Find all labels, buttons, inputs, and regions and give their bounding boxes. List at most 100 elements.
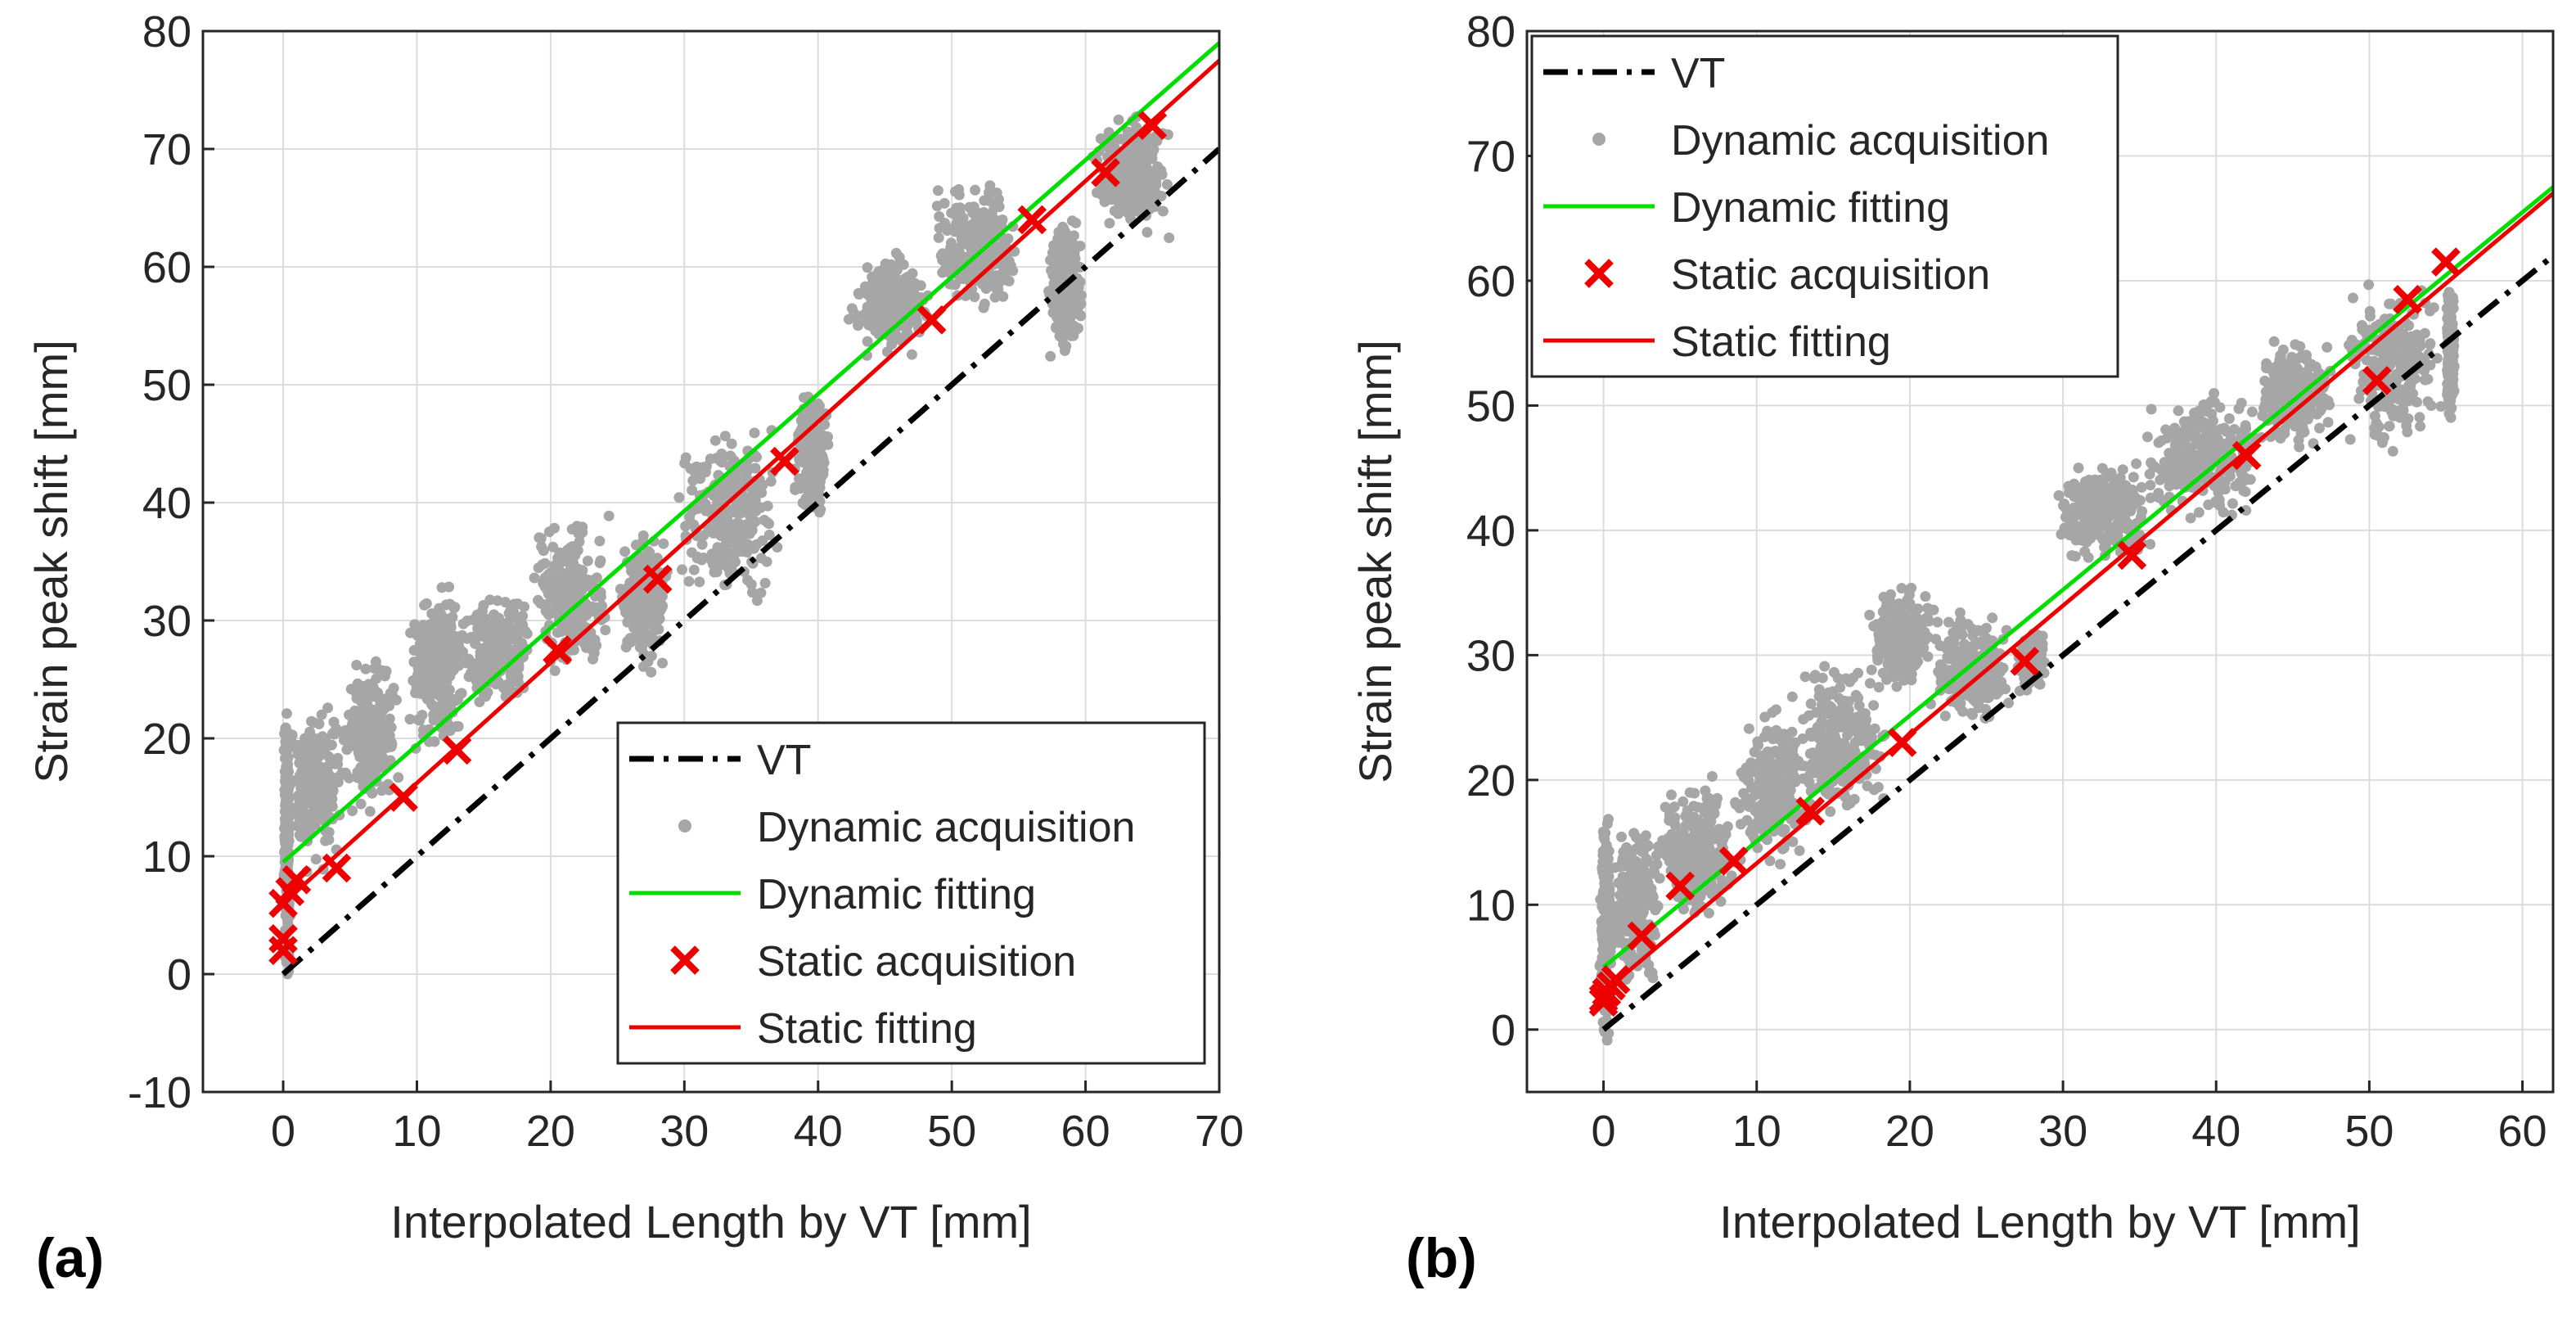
dynamic-acquisition-point [304,727,315,738]
dynamic-acquisition-point [1646,899,1656,909]
dynamic-acquisition-point [883,272,894,282]
dynamic-acquisition-point [884,314,894,325]
dynamic-acquisition-point [757,535,768,546]
dynamic-acquisition-point [1853,668,1863,679]
dynamic-acquisition-point [638,530,649,541]
legend-label: Dynamic fitting [757,871,1036,918]
dynamic-acquisition-point [750,517,761,527]
dynamic-acquisition-point [311,854,322,864]
dynamic-acquisition-point [800,493,811,503]
dynamic-acquisition-point [1777,770,1788,781]
dynamic-acquisition-point [1928,605,1939,616]
dynamic-acquisition-point [750,427,760,438]
dynamic-acquisition-point [747,587,758,598]
dynamic-acquisition-point [1763,798,1774,809]
dynamic-acquisition-point [341,744,352,755]
dynamic-acquisition-point [1804,711,1814,721]
dynamic-acquisition-point [683,576,694,587]
dynamic-acquisition-point [422,694,433,705]
dynamic-acquisition-point [393,772,403,783]
dynamic-acquisition-point [816,442,826,453]
dynamic-acquisition-point [933,185,943,196]
dynamic-acquisition-point [869,323,880,333]
dynamic-acquisition-point [1811,725,1822,736]
dynamic-acquisition-point [1597,850,1608,860]
dynamic-acquisition-point [1750,747,1760,757]
x-tick-label: 0 [271,1107,295,1156]
dynamic-acquisition-point [1061,298,1071,309]
dynamic-acquisition-point [1114,115,1124,125]
dynamic-acquisition-point [1066,251,1077,262]
dynamic-acquisition-point [801,446,812,457]
dynamic-acquisition-point [1834,693,1844,704]
dynamic-acquisition-point [430,737,440,747]
y-axis-label: Strain peak shift [mm] [25,340,77,783]
dynamic-acquisition-point [301,785,312,796]
dynamic-acquisition-point [1795,846,1805,856]
dynamic-acquisition-point [367,706,378,717]
dynamic-acquisition-point [1061,241,1072,251]
dynamic-acquisition-point [282,759,293,769]
dynamic-acquisition-point [372,663,383,674]
dynamic-acquisition-point [1158,206,1169,217]
dynamic-acquisition-point [1647,972,1658,983]
dynamic-acquisition-point [428,663,439,674]
dynamic-acquisition-point [966,219,977,230]
dynamic-acquisition-point [365,806,376,817]
dynamic-acquisition-point [365,718,376,729]
dynamic-acquisition-point [1829,715,1840,725]
dynamic-acquisition-point [478,663,489,674]
dynamic-acquisition-point [1070,218,1081,228]
dynamic-acquisition-point [595,557,606,568]
dynamic-acquisition-point [1164,232,1174,243]
dynamic-acquisition-point [1134,192,1145,202]
dynamic-acquisition-point [1151,179,1161,190]
dynamic-acquisition-point [1703,810,1714,821]
dynamic-acquisition-point [1060,227,1070,237]
dynamic-acquisition-point [1806,763,1817,774]
dynamic-acquisition-point [385,691,396,702]
dynamic-acquisition-point [281,708,292,719]
dynamic-acquisition-point [646,667,656,678]
dynamic-acquisition-point [811,473,822,484]
dynamic-acquisition-point [870,270,880,281]
dynamic-acquisition-point [430,674,441,684]
dynamic-acquisition-point [1805,748,1816,759]
dynamic-acquisition-point [1844,724,1855,734]
dynamic-acquisition-point [1891,681,1902,692]
dynamic-acquisition-point [383,726,394,737]
dynamic-acquisition-point [1790,757,1800,768]
dynamic-acquisition-point [1744,724,1754,734]
dynamic-acquisition-point [320,836,331,846]
dynamic-acquisition-point [1045,351,1056,362]
dynamic-acquisition-point [306,797,317,808]
x-tick-label: 30 [660,1107,709,1156]
dynamic-acquisition-point [1744,801,1754,812]
dynamic-acquisition-point [1110,205,1120,216]
dynamic-acquisition-point [329,717,340,728]
dynamic-acquisition-point [1762,783,1772,794]
dynamic-acquisition-point [759,515,770,526]
dynamic-acquisition-point [681,453,691,463]
dynamic-acquisition-point [1750,789,1761,800]
dynamic-acquisition-point [1618,846,1628,857]
dynamic-acquisition-point [414,715,425,726]
dynamic-acquisition-point [615,584,626,594]
dynamic-acquisition-point [546,567,556,578]
dynamic-acquisition-point [1673,847,1684,858]
dynamic-acquisition-point [368,683,379,693]
y-tick-label: 20 [142,715,191,764]
dynamic-acquisition-point [813,489,824,499]
dynamic-acquisition-point [1700,857,1710,868]
dynamic-acquisition-point [714,455,725,466]
dynamic-acquisition-point [1849,794,1860,805]
dynamic-acquisition-point [559,622,570,633]
dynamic-acquisition-point [1838,746,1849,756]
dynamic-acquisition-point [378,753,389,764]
dynamic-acquisition-point [354,708,365,719]
dynamic-acquisition-point [477,606,488,616]
dynamic-acquisition-point [736,545,746,556]
